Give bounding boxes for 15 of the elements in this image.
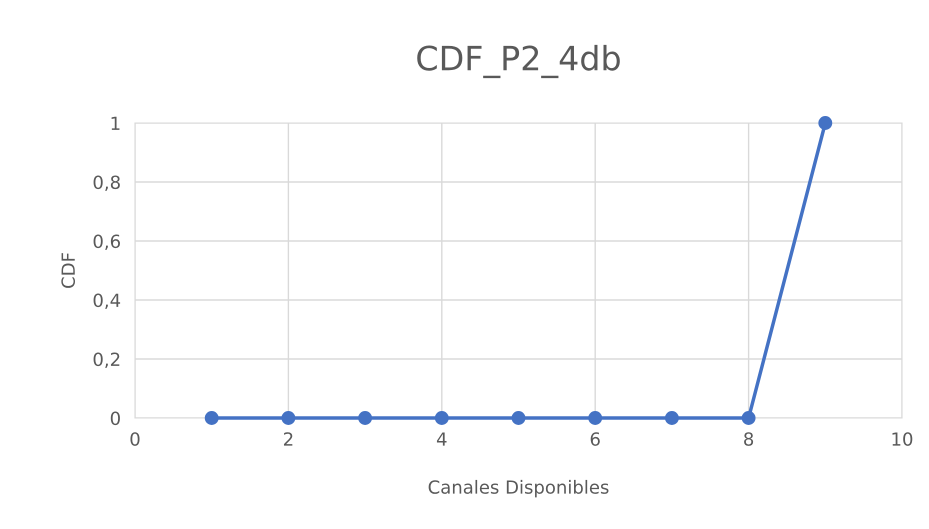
x-tick-label: 6	[590, 432, 600, 446]
y-tick-label: 0	[110, 411, 120, 426]
y-tick-label: 0,4	[94, 293, 120, 309]
y-tick-label: 0,6	[94, 234, 120, 250]
y-tick-label: 0,2	[94, 352, 120, 368]
y-axis-title: CDF	[61, 253, 76, 288]
y-tick-label: 0,8	[94, 175, 120, 191]
x-axis-title: Canales Disponibles	[428, 480, 608, 498]
x-tick-label: 4	[436, 432, 447, 446]
x-tick-label: 8	[744, 432, 754, 446]
x-tick-label: 0	[130, 432, 140, 446]
chart-title: CDF_P2_4db	[417, 44, 620, 78]
x-tick-label: 10	[892, 432, 912, 446]
y-tick-label: 1	[112, 116, 120, 130]
x-tick-label: 2	[284, 432, 292, 446]
